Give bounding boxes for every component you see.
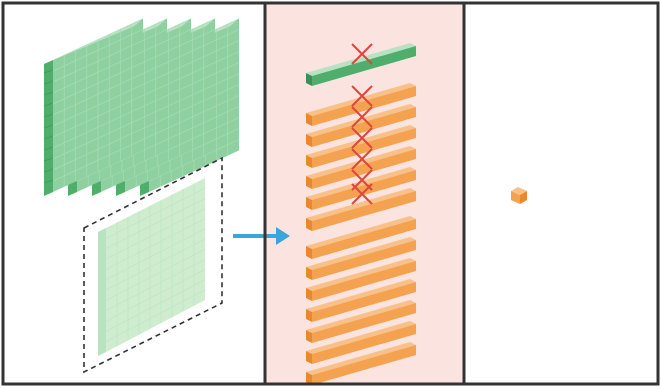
orange-bar-1 (306, 104, 416, 147)
orange-bar-8 (306, 258, 416, 301)
orange-bar-4 (306, 167, 416, 210)
orange-bar-12 (306, 342, 416, 385)
dashed-selection-box (83, 156, 223, 374)
orange-bar-0 (306, 83, 416, 126)
input-feature-maps (43, 18, 240, 374)
x-mark-icon (351, 43, 373, 65)
orange-bar-2 (306, 125, 416, 168)
panel-output (464, 3, 658, 384)
arrow-head (276, 227, 290, 245)
cube-top (511, 187, 527, 195)
x-mark-icon (351, 148, 373, 170)
green-bar (306, 43, 416, 86)
cube-side (520, 191, 527, 204)
orange-bar-7 (306, 237, 416, 280)
output-cube (511, 187, 527, 204)
selected-feature-map (83, 156, 223, 374)
orange-bar-11 (306, 321, 416, 364)
right-arrow-icon (233, 227, 290, 245)
pruning-bars (306, 43, 416, 385)
x-mark-icon (351, 183, 373, 205)
orange-bar-10 (306, 300, 416, 343)
orange-bar-6 (306, 216, 416, 259)
x-mark-icon (351, 127, 373, 149)
cube-front (511, 191, 520, 204)
feature-map-slab-0 (43, 18, 144, 196)
x-mark-icon (351, 106, 373, 128)
orange-bar-5 (306, 188, 416, 231)
orange-bar-9 (306, 279, 416, 322)
x-mark-icon (351, 85, 373, 107)
orange-bar-3 (306, 146, 416, 189)
